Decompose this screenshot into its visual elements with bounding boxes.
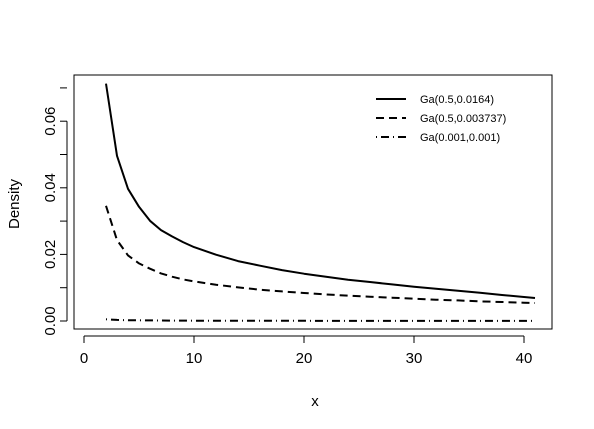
legend-label: Ga(0.001,0.001): [420, 132, 500, 144]
y-tick-label: 0.00: [42, 306, 59, 335]
legend: Ga(0.5,0.0164) Ga(0.5,0.003737) Ga(0.001,0…: [376, 94, 506, 144]
x-tick-label: 10: [186, 350, 203, 367]
y-axis: 0.00 0.02 0.04 0.06: [42, 87, 68, 336]
x-tick-label: 40: [516, 350, 533, 367]
x-axis: 0 10 20 30 40: [80, 335, 533, 367]
x-axis-title: x: [311, 393, 319, 410]
series-line-3: [105, 318, 535, 322]
x-tick-label: 30: [406, 350, 423, 367]
plot-frame: [73, 74, 553, 330]
legend-label: Ga(0.5,0.003737): [420, 113, 506, 125]
legend-label: Ga(0.5,0.0164): [420, 94, 494, 106]
x-tick-label: 0: [80, 350, 88, 367]
x-tick-label: 20: [296, 350, 313, 367]
y-axis-title: Density: [6, 178, 23, 229]
series-line-2: [105, 205, 536, 304]
y-tick-label: 0.04: [42, 173, 59, 202]
series-layer: [105, 83, 536, 322]
series-line-1: [105, 83, 536, 299]
y-tick-label: 0.06: [42, 107, 59, 136]
y-tick-label: 0.02: [42, 240, 59, 269]
